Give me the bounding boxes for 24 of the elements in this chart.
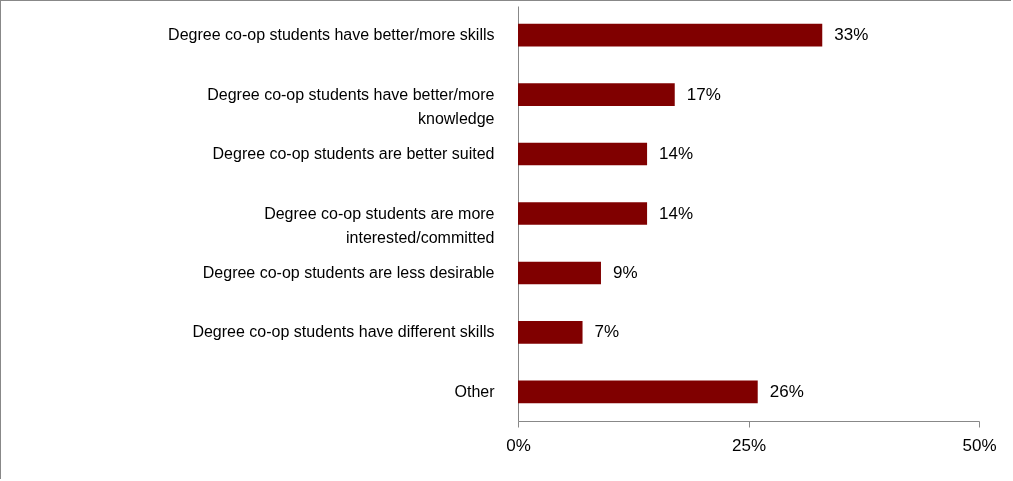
y-tick-label: Other (454, 382, 496, 400)
data-label: 26% (769, 381, 804, 401)
bar (518, 202, 648, 225)
data-label: 7% (594, 322, 620, 342)
data-label: 17% (686, 84, 721, 104)
y-tick-label: Degree co-op students have better/more knowledge (207, 85, 495, 127)
bar (518, 380, 758, 404)
data-label: 9% (612, 262, 638, 282)
bar (518, 321, 583, 344)
y-tick-label: Degree co-op students have different skills (192, 323, 495, 341)
y-tick-label: Degree co-op students have better/more skills (168, 26, 495, 44)
bar (518, 83, 675, 106)
y-tick-label: Degree co-op students are less desirable (202, 263, 495, 281)
bar (518, 261, 601, 285)
bar (518, 23, 823, 47)
y-tick-label: Degree co-op students are better suited (212, 145, 495, 163)
y-tick-label: Degree co-op students are more interested/committed (264, 204, 495, 246)
data-label: 33% (834, 25, 869, 45)
x-tick-label: 0% (506, 435, 531, 455)
data-label: 14% (659, 144, 694, 164)
data-label: 14% (659, 203, 694, 223)
bar (518, 142, 648, 166)
x-tick-label: 50% (962, 435, 997, 455)
x-tick-label: 25% (731, 435, 767, 455)
